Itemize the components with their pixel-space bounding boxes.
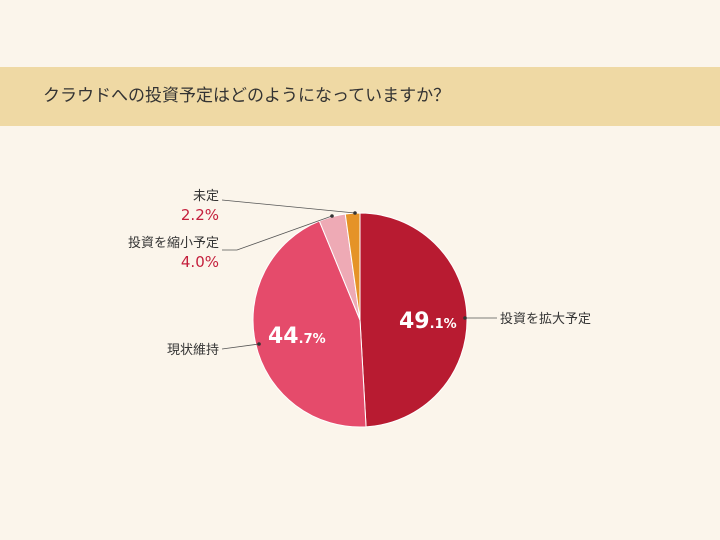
leader-dot-genjo [257,342,261,346]
leader-lines [221,199,497,350]
category-label-mitei: 未定 [193,189,219,204]
data-label-kakudai-dec: .1% [430,317,457,332]
data-label-genjo-int: 44 [268,324,299,349]
category-label-kakudai: 投資を拡大予定 [500,311,591,327]
category-label-shukusho: 投資を縮小予定 [128,235,219,251]
page-title: クラウドへの投資予定はどのようになっていますか？ [43,86,451,106]
pie-slice-mitei [344,212,361,321]
leader-dots [257,211,467,346]
leader-line-genjo [221,343,260,350]
percent-label-mitei: 2.2% [181,206,219,224]
percent-label-shukusho: 4.0% [181,253,219,271]
pie-slice-genjo [252,220,367,428]
data-label-kakudai: 49.1% [399,309,457,334]
pie-slice-kakudai [359,212,468,428]
leader-line-mitei [221,199,356,214]
data-label-genjo: 44.7% [268,324,326,349]
leader-dot-shukusho [330,214,334,218]
data-label-kakudai-int: 49 [399,309,430,334]
leader-dot-mitei [353,211,357,215]
leader-line-shukusho [222,215,333,251]
data-label-genjo-dec: .7% [299,332,326,347]
leader-dot-kakudai [463,316,467,320]
pie-slices [252,212,468,428]
title-banner: クラウドへの投資予定はどのようになっていますか？ [0,67,720,126]
category-label-genjo: 現状維持 [167,343,219,358]
